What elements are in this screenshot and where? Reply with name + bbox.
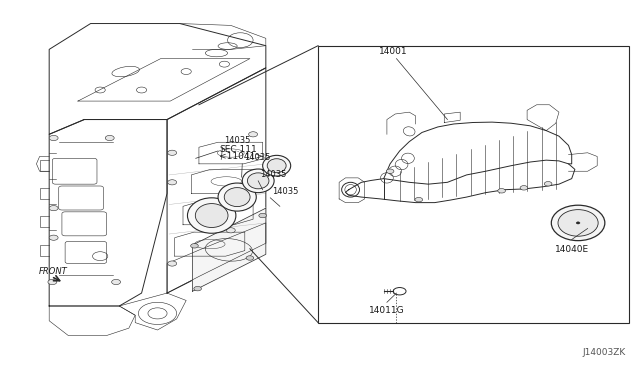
Circle shape xyxy=(520,186,528,190)
Circle shape xyxy=(168,180,177,185)
Circle shape xyxy=(415,198,422,202)
Bar xyxy=(318,46,629,323)
Circle shape xyxy=(227,228,236,233)
Circle shape xyxy=(168,150,177,155)
Circle shape xyxy=(246,256,253,260)
Circle shape xyxy=(544,182,552,186)
Ellipse shape xyxy=(248,173,269,189)
Text: <11041>: <11041> xyxy=(220,152,263,161)
Ellipse shape xyxy=(195,203,228,228)
Text: SEC.111: SEC.111 xyxy=(220,145,257,154)
Ellipse shape xyxy=(551,205,605,241)
Ellipse shape xyxy=(268,159,286,173)
Polygon shape xyxy=(193,208,266,291)
Circle shape xyxy=(576,222,580,224)
Ellipse shape xyxy=(262,155,291,176)
Text: 14011G: 14011G xyxy=(369,306,404,315)
Ellipse shape xyxy=(558,210,598,236)
Circle shape xyxy=(168,261,177,266)
Circle shape xyxy=(194,286,202,291)
Circle shape xyxy=(248,132,257,137)
Circle shape xyxy=(191,244,198,248)
Circle shape xyxy=(49,206,58,211)
Circle shape xyxy=(48,279,57,285)
Text: J14003ZK: J14003ZK xyxy=(582,347,626,357)
Circle shape xyxy=(387,169,394,173)
Text: 14035: 14035 xyxy=(244,153,271,162)
Circle shape xyxy=(246,176,254,181)
Circle shape xyxy=(105,135,114,141)
Ellipse shape xyxy=(188,198,236,233)
Circle shape xyxy=(259,213,266,218)
Text: FRONT: FRONT xyxy=(38,267,67,276)
Ellipse shape xyxy=(243,169,274,193)
Text: 14001: 14001 xyxy=(379,47,408,56)
Circle shape xyxy=(111,279,120,285)
Circle shape xyxy=(49,135,58,141)
Text: 14035: 14035 xyxy=(225,137,251,145)
Ellipse shape xyxy=(224,187,250,206)
Text: 14040E: 14040E xyxy=(555,245,589,254)
Text: 14035: 14035 xyxy=(272,187,299,196)
Circle shape xyxy=(498,189,506,193)
Circle shape xyxy=(49,235,58,240)
Text: 14035: 14035 xyxy=(260,170,287,179)
Ellipse shape xyxy=(218,183,256,211)
